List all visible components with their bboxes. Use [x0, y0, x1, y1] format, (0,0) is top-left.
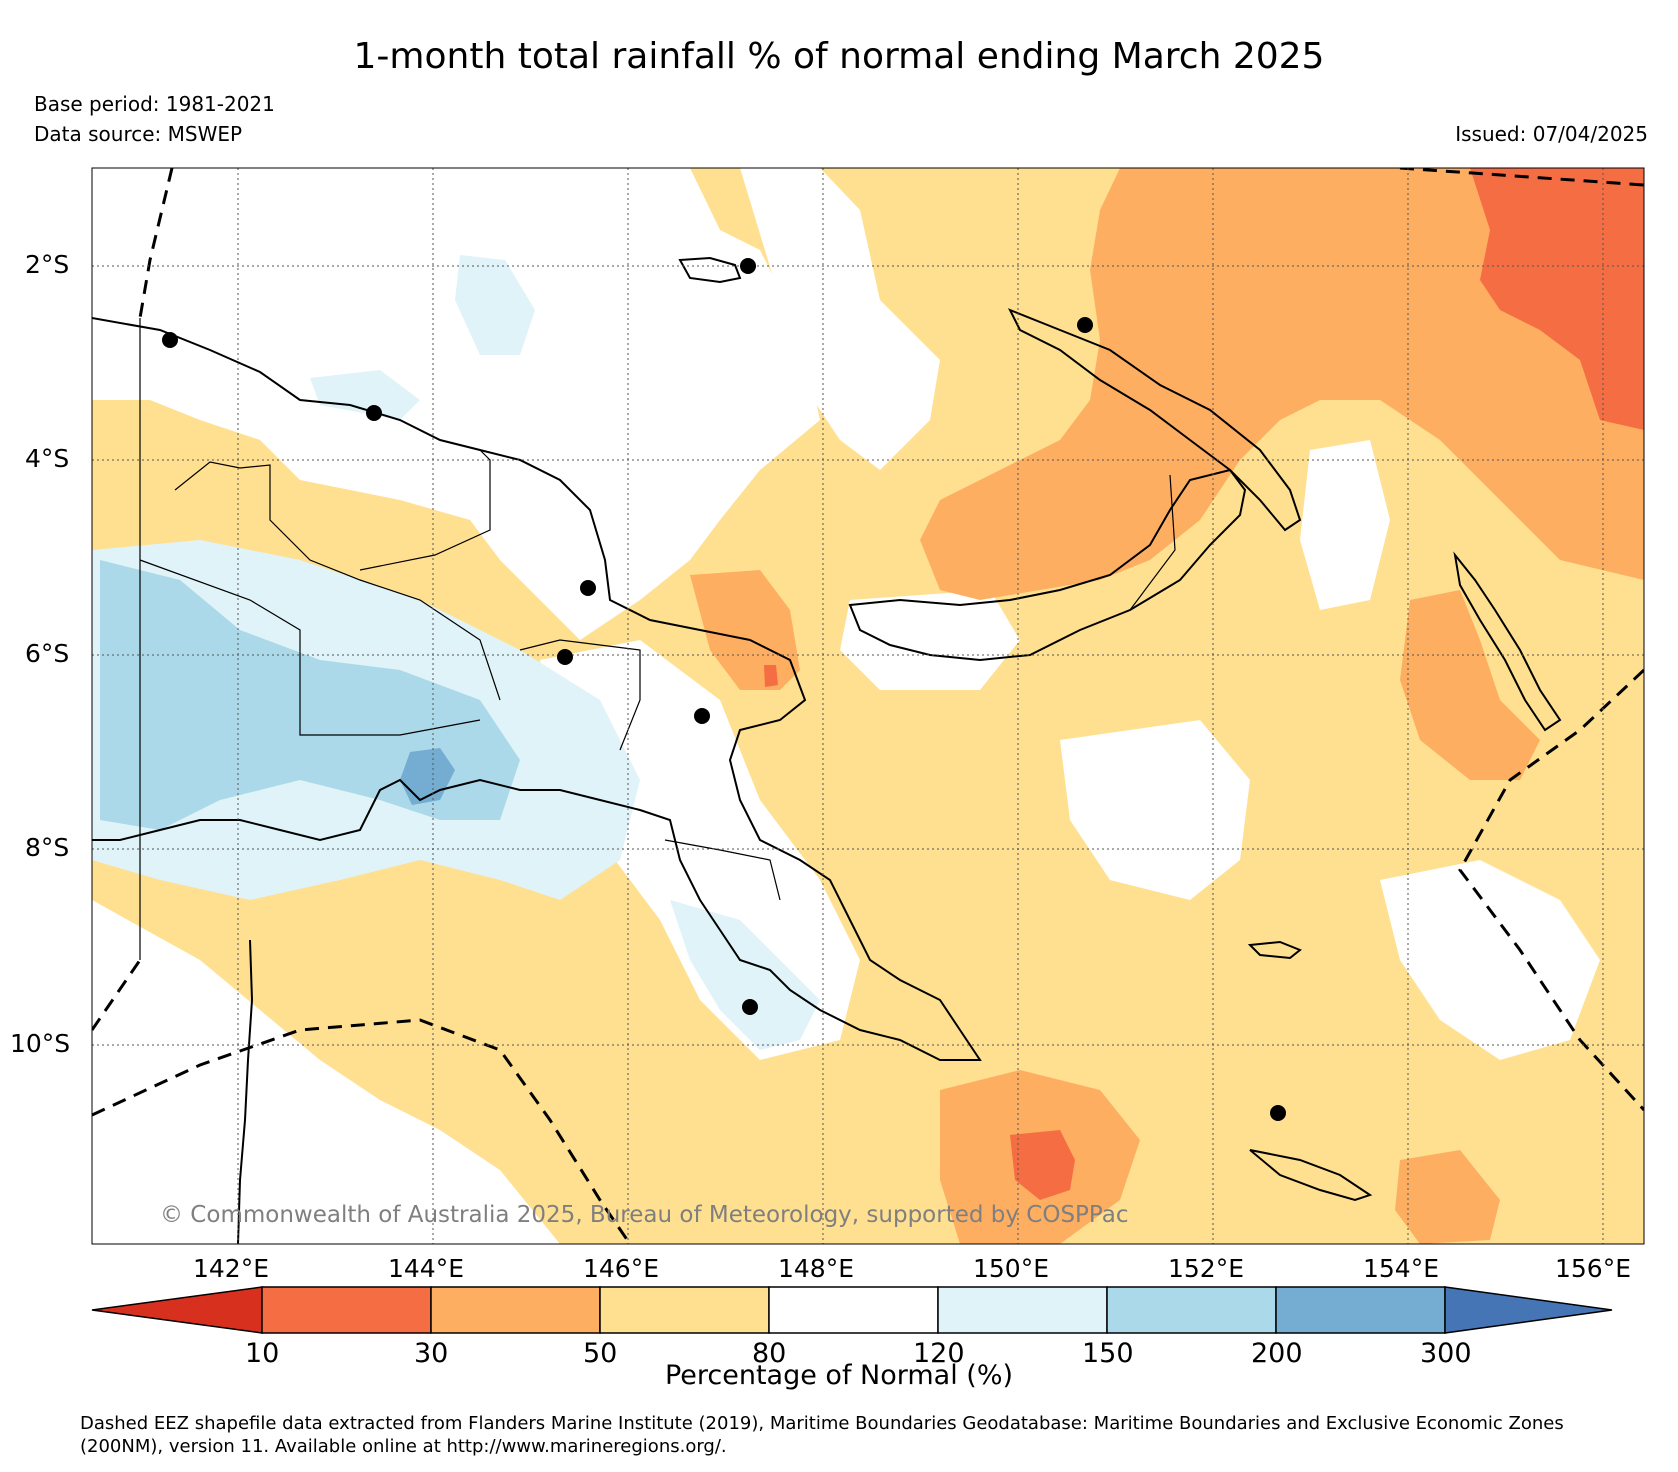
- lat-label-2s: 2°S: [25, 250, 70, 279]
- field-80-120-south: [92, 900, 560, 1244]
- field-30-50-central: [690, 570, 800, 690]
- lon-label-148e: 148°E: [778, 1254, 855, 1283]
- field-80-120-north: [740, 168, 940, 470]
- eez-boundaries: [92, 168, 1644, 1244]
- station-goroka: [557, 649, 573, 665]
- colorbar-segment-under-10: [91, 1286, 263, 1334]
- lat-label-4s: 4°S: [25, 444, 70, 473]
- colorbar-tick-120: 120: [913, 1338, 965, 1369]
- colorbar-segment-120-150: [937, 1286, 1108, 1334]
- woodlark-coast: [1247, 940, 1302, 960]
- data-source-label: Data source: MSWEP: [34, 122, 243, 146]
- eez-source-footer: Dashed EEZ shapefile data extracted from…: [80, 1412, 1670, 1458]
- colorbar-segment-50-80: [599, 1286, 770, 1334]
- field-10-30-south: [1010, 1130, 1075, 1200]
- province-line-3: [359, 449, 491, 571]
- field-80-120-mid: [840, 590, 1020, 690]
- torres-coast: [237, 939, 254, 1244]
- lon-label-156e: 156°E: [1555, 1254, 1632, 1283]
- lat-label-6s: 6°S: [25, 639, 70, 668]
- province-line-5: [664, 839, 781, 901]
- field-10-30-spot: [764, 665, 778, 687]
- lat-label-10s: 10°S: [10, 1029, 71, 1058]
- lon-label-144e: 144°E: [388, 1254, 465, 1283]
- issued-date-label: Issued: 07/04/2025: [1455, 122, 1648, 146]
- colorbar-tick-30: 30: [414, 1338, 449, 1369]
- eez-east: [1458, 668, 1644, 1112]
- station-lae: [694, 708, 710, 724]
- lon-label-142e: 142°E: [193, 1254, 270, 1283]
- station-markers: [162, 258, 1286, 1121]
- field-120-150-north: [455, 255, 535, 355]
- field-120-150-coast: [310, 370, 420, 420]
- field-80-120-east: [1060, 720, 1250, 900]
- lon-label-146e: 146°E: [583, 1254, 660, 1283]
- field-10-30-northeast: [1470, 168, 1644, 430]
- lon-label-154e: 154°E: [1363, 1254, 1440, 1283]
- bougainville-coast: [1453, 551, 1562, 732]
- colorbar-tick-150: 150: [1082, 1338, 1134, 1369]
- rainfall-anomaly-fields: [92, 168, 1644, 1244]
- colorbar: [91, 1286, 1613, 1334]
- province-line-6: [1129, 474, 1176, 611]
- manus-coast: [678, 256, 742, 284]
- station-wewak: [366, 405, 382, 421]
- eez-north-east: [1399, 168, 1644, 187]
- lat-label-8s: 8°S: [25, 833, 70, 862]
- eez-south-west: [92, 959, 142, 1031]
- copyright-watermark: © Commonwealth of Australia 2025, Bureau…: [160, 1202, 1129, 1228]
- field-80-120-southeast: [1380, 860, 1600, 1060]
- new-britain-coast: [848, 468, 1247, 662]
- station-manus: [740, 258, 756, 274]
- province-line-4: [519, 639, 641, 751]
- new-ireland-coast: [1007, 308, 1302, 532]
- footer-line-2: (200NM), version 11. Available online at…: [80, 1436, 727, 1457]
- province-line-2: [139, 559, 481, 736]
- colorbar-segment-10-30: [261, 1286, 432, 1334]
- colorbar-tick-200: 200: [1251, 1338, 1303, 1369]
- colorbar-segment-30-50: [430, 1286, 601, 1334]
- louisiade-coast: [1249, 1149, 1373, 1202]
- lon-label-150e: 150°E: [973, 1254, 1050, 1283]
- provincial-boundaries: [139, 318, 1176, 960]
- base-period-label: Base period: 1981-2021: [34, 92, 275, 116]
- field-200-300: [400, 748, 455, 805]
- station-misima: [1270, 1105, 1286, 1121]
- station-vanimo: [162, 332, 178, 348]
- field-30-50-northeast: [920, 168, 1644, 600]
- colorbar-segment-150-200: [1106, 1286, 1277, 1334]
- map-frame: [91, 167, 1645, 1245]
- colorbar-segment-over-300: [1444, 1286, 1613, 1334]
- coastlines: [92, 256, 1562, 1244]
- map-title: 1-month total rainfall % of normal endin…: [353, 36, 1325, 77]
- station-kavieng: [1077, 317, 1093, 333]
- colorbar-segment-80-120: [768, 1286, 939, 1334]
- field-120-150-south: [670, 900, 820, 1050]
- station-madang: [580, 580, 596, 596]
- station-port-moresby: [742, 999, 758, 1015]
- colorbar-tick-10: 10: [245, 1338, 280, 1369]
- colorbar-tick-80: 80: [752, 1338, 787, 1369]
- colorbar-title: Percentage of Normal (%): [664, 1360, 1014, 1391]
- colorbar-tick-50: 50: [583, 1338, 618, 1369]
- field-80-120-west: [92, 168, 820, 640]
- field-30-50-se: [1395, 1150, 1500, 1244]
- field-30-50-east: [1400, 590, 1540, 780]
- footer-line-1: Dashed EEZ shapefile data extracted from…: [80, 1413, 1564, 1434]
- graticule: [92, 168, 1644, 1244]
- lon-label-152e: 152°E: [1168, 1254, 1245, 1283]
- field-80-120-bism: [1300, 440, 1390, 610]
- new-guinea-coast: [92, 317, 982, 1061]
- eez-north-west: [138, 168, 174, 319]
- province-line-1: [174, 461, 501, 701]
- colorbar-tick-300: 300: [1420, 1338, 1472, 1369]
- colorbar-segment-200-300: [1275, 1286, 1446, 1334]
